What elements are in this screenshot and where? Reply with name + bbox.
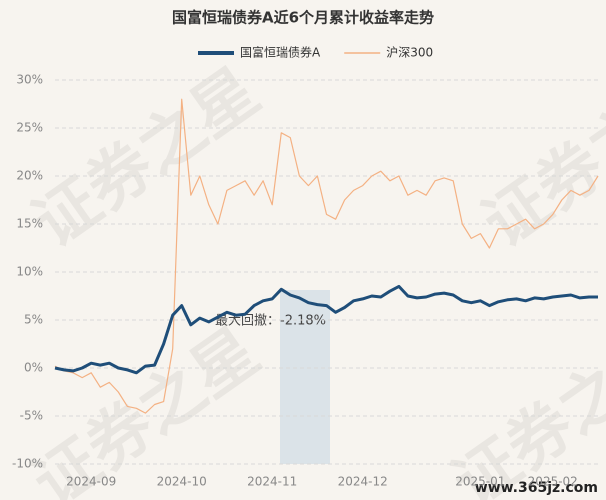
chart-title: 国富恒瑞债券A近6个月累计收益率走势 [172,9,434,27]
annotation: 最大回撤：-2.18% [215,313,326,329]
y-tick-label: 5% [24,313,43,327]
x-tick-label: 2024-10 [157,475,207,489]
x-tick-label: 2024-11 [247,475,297,489]
site-watermark: www.365jz.com [475,480,598,496]
x-tick-label: 2024-12 [338,475,388,489]
y-tick-label: -10% [12,457,43,471]
series-line [54,98,599,414]
y-tick-label: 25% [16,121,43,135]
x-tick-label: 2025-01 [455,475,505,489]
x-tick-label: 2025-02 [528,475,578,489]
x-tick-label: 2024-09 [66,475,116,489]
legend-label: 国富恒瑞债券A [240,45,321,60]
y-tick-label: 30% [16,73,43,87]
series-line [54,284,598,375]
y-tick-label: -5% [20,409,43,423]
y-tick-label: 15% [16,217,43,231]
y-tick-label: 20% [16,169,43,183]
legend-label: 沪深300 [386,46,433,60]
y-tick-label: 0% [24,361,43,375]
drawdown-region [280,290,330,464]
y-tick-label: 10% [16,265,43,279]
